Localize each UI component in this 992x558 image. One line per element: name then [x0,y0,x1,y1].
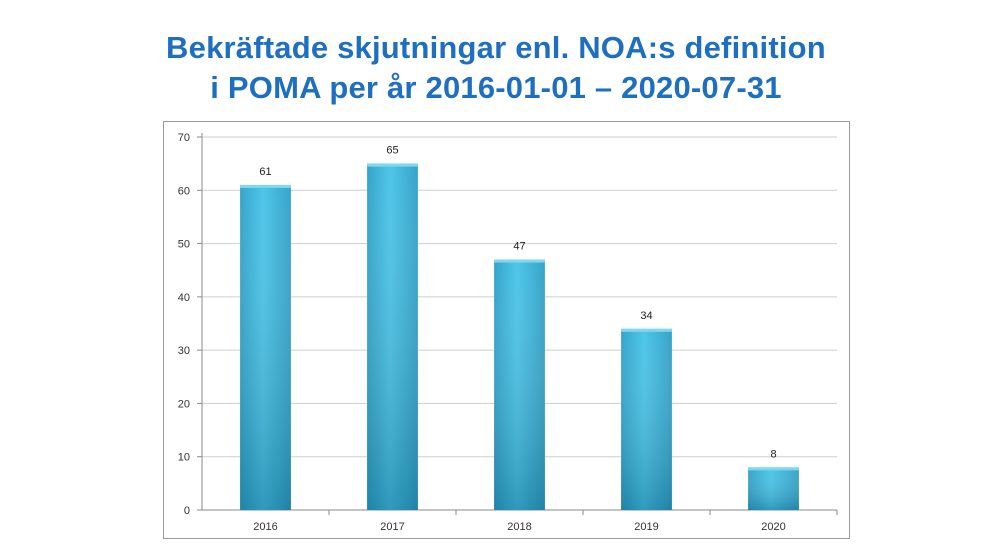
y-tick-label: 0 [184,505,190,517]
data-label-2018: 47 [513,241,525,253]
y-tick-label: 60 [178,185,190,197]
bar-shade-2020 [748,467,799,510]
bar-top-2017 [367,163,418,167]
y-tick-label: 50 [178,239,190,251]
chart-title-line-2: i POMA per år 2016-01-01 – 2020-07-31 [210,70,782,105]
x-tick-label-2017: 2017 [380,521,404,533]
x-tick-label-2016: 2016 [253,521,277,533]
bar-shade-2018 [494,259,545,510]
bar-top-2016 [240,184,291,188]
x-tick-label-2019: 2019 [634,521,658,533]
chart-title-line-1: Bekräftade skjutningar enl. NOA:s defini… [166,30,826,65]
bar-shade-2016 [240,184,291,510]
y-tick-label: 70 [178,132,190,144]
bar-top-2018 [494,259,545,263]
bar-top-2019 [621,328,672,332]
data-label-2017: 65 [386,145,398,157]
data-labels: 61 65 47 34 8 [259,145,776,461]
chart-title: Bekräftade skjutningar enl. NOA:s defini… [0,28,992,108]
y-tick-label: 10 [178,452,190,464]
bar-shade-2017 [367,163,418,510]
y-tick-label: 40 [178,292,190,304]
y-tick-label: 20 [178,398,190,410]
bar-chart: 0 10 20 30 40 50 60 70 2016 2017 2018 2019 2020 61 65… [178,132,838,533]
data-label-2020: 8 [770,448,776,460]
x-tick-label-2020: 2020 [761,521,785,533]
data-label-2016: 61 [259,166,271,178]
bars [240,163,799,510]
x-tick-label-2018: 2018 [507,521,531,533]
chart-frame: 0 10 20 30 40 50 60 70 2016 2017 2018 2019 2020 61 65… [163,121,850,539]
bar-top-2020 [748,467,799,471]
bar-shade-2019 [621,328,672,510]
y-tick-label: 30 [178,345,190,357]
data-label-2019: 34 [640,310,652,322]
axes: 0 10 20 30 40 50 60 70 2016 2017 2018 2019 2020 [178,132,838,533]
